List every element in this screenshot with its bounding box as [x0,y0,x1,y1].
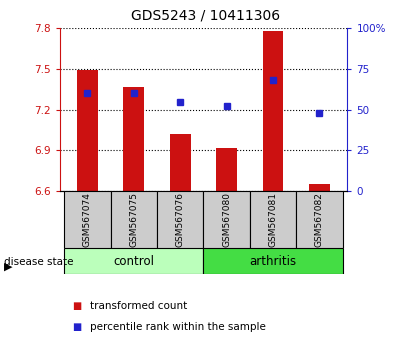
Text: GSM567075: GSM567075 [129,192,139,247]
Text: control: control [113,255,155,268]
Text: GSM567081: GSM567081 [268,192,277,247]
Bar [111,191,157,248]
Bar [263,31,284,191]
Text: transformed count: transformed count [90,301,188,311]
Bar [77,70,98,191]
Text: ▶: ▶ [4,262,13,272]
Text: GSM567082: GSM567082 [315,192,324,247]
Text: disease state: disease state [4,257,74,267]
Bar [64,248,203,274]
Bar [203,191,250,248]
Bar [296,191,343,248]
Bar [157,191,203,248]
Bar [216,148,237,191]
Text: GSM567074: GSM567074 [83,192,92,247]
Text: ■: ■ [72,301,81,311]
Bar [309,184,330,191]
Bar [64,191,111,248]
Text: percentile rank within the sample: percentile rank within the sample [90,322,266,332]
Text: arthritis: arthritis [249,255,297,268]
Text: GSM567076: GSM567076 [176,192,185,247]
Bar [123,87,144,191]
Bar [250,191,296,248]
Bar [203,248,343,274]
Text: GSM567080: GSM567080 [222,192,231,247]
Bar [170,134,191,191]
Text: ■: ■ [72,322,81,332]
Text: GDS5243 / 10411306: GDS5243 / 10411306 [131,9,280,23]
